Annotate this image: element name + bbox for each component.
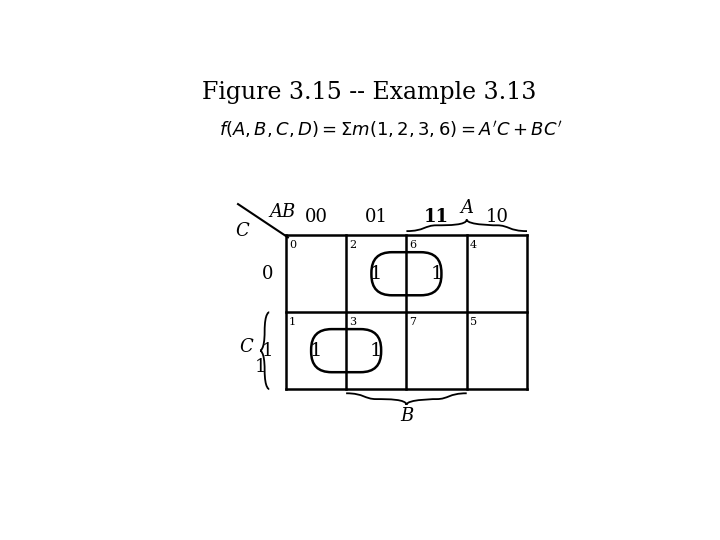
Text: 11: 11 <box>424 207 449 226</box>
Text: C: C <box>235 222 249 240</box>
Text: 1: 1 <box>261 342 273 360</box>
Text: 1: 1 <box>254 359 266 376</box>
Text: 1: 1 <box>370 265 382 283</box>
Text: 01: 01 <box>365 207 388 226</box>
Text: B: B <box>400 407 413 425</box>
Text: 4: 4 <box>469 240 477 250</box>
Text: $f(A,B,C,D) = \Sigma m(1,2,3,6) = A'C + BC'$: $f(A,B,C,D) = \Sigma m(1,2,3,6) = A'C + … <box>220 119 563 140</box>
Text: C: C <box>240 338 253 355</box>
Text: AB: AB <box>269 204 295 221</box>
Text: 1: 1 <box>310 342 322 360</box>
Text: 3: 3 <box>349 317 356 327</box>
Text: 0: 0 <box>261 265 273 283</box>
Text: 1: 1 <box>370 342 382 360</box>
Text: 00: 00 <box>305 207 328 226</box>
Text: 6: 6 <box>410 240 416 250</box>
Text: 2: 2 <box>349 240 356 250</box>
Text: 5: 5 <box>469 317 477 327</box>
Text: A: A <box>460 199 473 217</box>
Text: Figure 3.15 -- Example 3.13: Figure 3.15 -- Example 3.13 <box>202 82 536 104</box>
Text: 10: 10 <box>485 207 508 226</box>
Text: 7: 7 <box>410 317 416 327</box>
Text: 1: 1 <box>289 317 296 327</box>
Text: 1: 1 <box>431 265 443 283</box>
Text: 0: 0 <box>289 240 296 250</box>
